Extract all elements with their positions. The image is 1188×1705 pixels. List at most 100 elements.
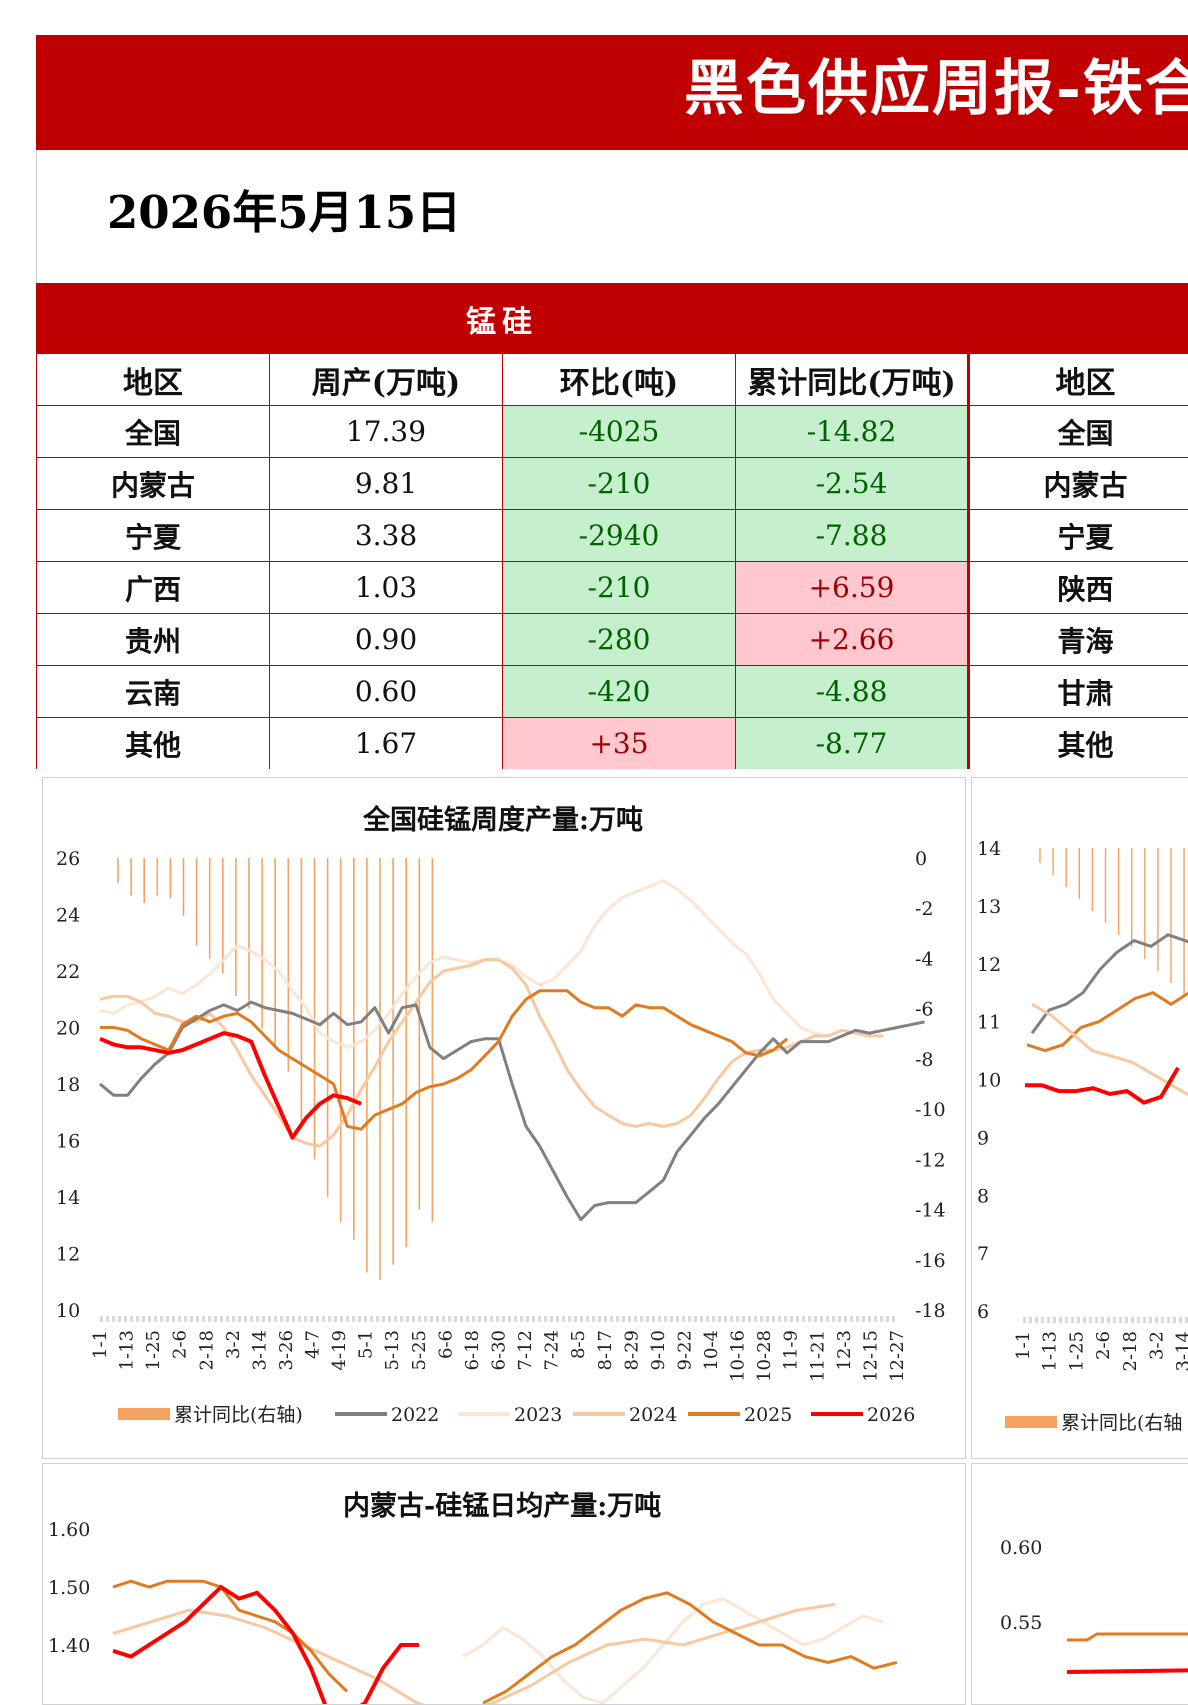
series-line-2026 [1025, 1068, 1178, 1103]
col-header-weekly: 周产(万吨) [270, 354, 503, 406]
x-tick-label: 4-19 [329, 1330, 350, 1370]
y-tick-label: 11 [977, 1012, 1001, 1034]
y-tick-label: 1.60 [48, 1519, 90, 1541]
legend-label: 累计同比(右轴 [1061, 1412, 1182, 1434]
series-line-2026 [100, 1033, 361, 1138]
legend-label: 累计同比(右轴) [174, 1404, 303, 1426]
y-right-tick-label: -10 [915, 1099, 946, 1121]
cell-weekly: 3.38 [270, 510, 503, 562]
x-tick-label: 10-28 [754, 1330, 775, 1382]
y-right-tick-label: -14 [915, 1200, 946, 1222]
legend-label: 2023 [514, 1404, 562, 1426]
x-tick-label: 5-13 [382, 1330, 403, 1370]
x-tick-label: 1-25 [143, 1330, 164, 1370]
cell-region: 内蒙古 [37, 458, 270, 510]
x-tick-label: 11-21 [807, 1330, 828, 1382]
x-tick-label: 2-6 [170, 1330, 191, 1359]
x-tick-label: 12-3 [834, 1330, 855, 1370]
col-header-yoy: 累计同比(万吨) [736, 354, 969, 406]
report-title: 黑色供应周报-铁合 [684, 53, 1188, 125]
x-tick-label: 7-24 [542, 1330, 563, 1370]
x-tick-label: 1-13 [117, 1330, 138, 1370]
cell-region: 宁夏 [37, 510, 270, 562]
cell-wow: -280 [503, 614, 736, 666]
x-tick-label: 12-27 [887, 1330, 908, 1382]
cell-yoy: -2.54 [736, 458, 969, 510]
cell-wow: -420 [503, 666, 736, 718]
y-right-tick-label: -4 [915, 948, 934, 970]
cell-weekly: 0.90 [270, 614, 503, 666]
x-tick-label: 3-26 [276, 1330, 297, 1370]
x-tick-label: 12-15 [860, 1330, 881, 1382]
y-tick-label: 12 [977, 954, 1001, 976]
x-tick-label: 8-5 [568, 1330, 589, 1359]
cell-wow: -210 [503, 458, 736, 510]
y-right-tick-label: -6 [915, 999, 934, 1021]
cell-wow: +35 [503, 718, 736, 770]
chart-right-bottom-svg: 0.600.55 [972, 1464, 1188, 1704]
y-tick-label: 9 [977, 1127, 989, 1149]
cell-yoy: -14.82 [736, 406, 969, 458]
cell-weekly: 17.39 [270, 406, 503, 458]
cell-weekly: 1.67 [270, 718, 503, 770]
x-tick-label: 2-18 [196, 1330, 217, 1370]
x-tick-label: 11-9 [781, 1330, 802, 1370]
cell-weekly: 9.81 [270, 458, 503, 510]
cell-wow: -2940 [503, 510, 736, 562]
x-tick-label: 6-6 [435, 1330, 456, 1359]
cell-region2: 其他 [969, 718, 1188, 770]
y-left-tick-label: 12 [56, 1244, 80, 1266]
y-tick-label: 0.60 [1000, 1537, 1042, 1559]
y-left-tick-label: 16 [56, 1131, 80, 1153]
y-right-tick-label: -18 [915, 1300, 946, 1322]
section-title-2 [969, 284, 1188, 354]
x-tick-label: 5-25 [409, 1330, 430, 1370]
col-header-wow: 环比(吨) [503, 354, 736, 406]
cell-region2: 宁夏 [969, 510, 1188, 562]
x-tick-label: 6-18 [462, 1330, 483, 1370]
y-tick-label: 10 [977, 1070, 1001, 1092]
cell-yoy: -8.77 [736, 718, 969, 770]
cell-weekly: 0.60 [270, 666, 503, 718]
y-left-tick-label: 18 [56, 1074, 80, 1096]
series-line-2025 [1027, 993, 1188, 1051]
y-left-tick-label: 26 [56, 848, 80, 870]
x-tick-label: 4-7 [303, 1330, 324, 1359]
legend-label: 2022 [391, 1404, 439, 1426]
x-tick-label: 1-25 [1066, 1331, 1087, 1371]
y-right-tick-label: -8 [915, 1049, 934, 1071]
cell-region: 广西 [37, 562, 270, 614]
legend-label: 2026 [867, 1404, 915, 1426]
y-tick-label: 14 [977, 838, 1001, 860]
cell-region: 贵州 [37, 614, 270, 666]
x-tick-label: 3-14 [249, 1330, 270, 1370]
x-tick-label: 9-22 [674, 1330, 695, 1370]
cell-yoy: -7.88 [736, 510, 969, 562]
series-line-2024 [1032, 1004, 1188, 1097]
y-left-tick-label: 24 [56, 905, 80, 927]
x-tick-label: 3-2 [223, 1330, 244, 1359]
x-tick-label: 8-29 [621, 1330, 642, 1370]
y-tick-label: 8 [977, 1185, 989, 1207]
y-right-tick-label: -2 [915, 898, 934, 920]
series-line-2026 [1067, 1670, 1188, 1672]
cell-yoy: +2.66 [736, 614, 969, 666]
cell-region: 全国 [37, 406, 270, 458]
y-left-tick-label: 14 [56, 1187, 80, 1209]
x-tick-label: 10-4 [701, 1330, 722, 1370]
cell-region2: 甘肃 [969, 666, 1188, 718]
y-tick-label: 1.40 [48, 1635, 90, 1657]
cell-weekly: 1.03 [270, 562, 503, 614]
x-tick-label: 9-10 [648, 1330, 669, 1370]
y-tick-label: 13 [977, 896, 1001, 918]
